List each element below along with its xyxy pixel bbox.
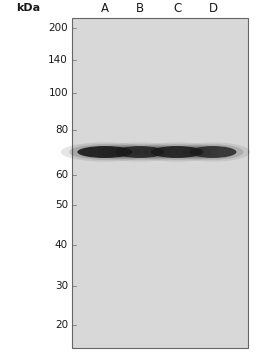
Ellipse shape <box>69 144 141 160</box>
Ellipse shape <box>151 146 204 158</box>
Ellipse shape <box>190 146 236 158</box>
Text: C: C <box>173 1 181 14</box>
Text: 60: 60 <box>55 170 68 180</box>
Text: 140: 140 <box>48 55 68 65</box>
Ellipse shape <box>77 146 133 158</box>
Text: 80: 80 <box>55 125 68 135</box>
Text: 50: 50 <box>55 200 68 210</box>
Text: 20: 20 <box>55 320 68 330</box>
Ellipse shape <box>176 142 250 162</box>
Text: A: A <box>101 1 109 14</box>
Ellipse shape <box>115 146 165 158</box>
Ellipse shape <box>143 144 211 160</box>
Bar <box>72 18 248 348</box>
Text: 30: 30 <box>55 281 68 291</box>
Ellipse shape <box>61 142 149 162</box>
Ellipse shape <box>108 144 172 160</box>
Text: B: B <box>136 1 144 14</box>
Text: kDa: kDa <box>16 3 40 13</box>
Ellipse shape <box>135 142 219 162</box>
Text: 40: 40 <box>55 240 68 250</box>
Text: D: D <box>208 1 218 14</box>
Ellipse shape <box>183 144 243 160</box>
Text: 100: 100 <box>48 88 68 98</box>
Text: 200: 200 <box>48 23 68 33</box>
Ellipse shape <box>101 142 179 162</box>
